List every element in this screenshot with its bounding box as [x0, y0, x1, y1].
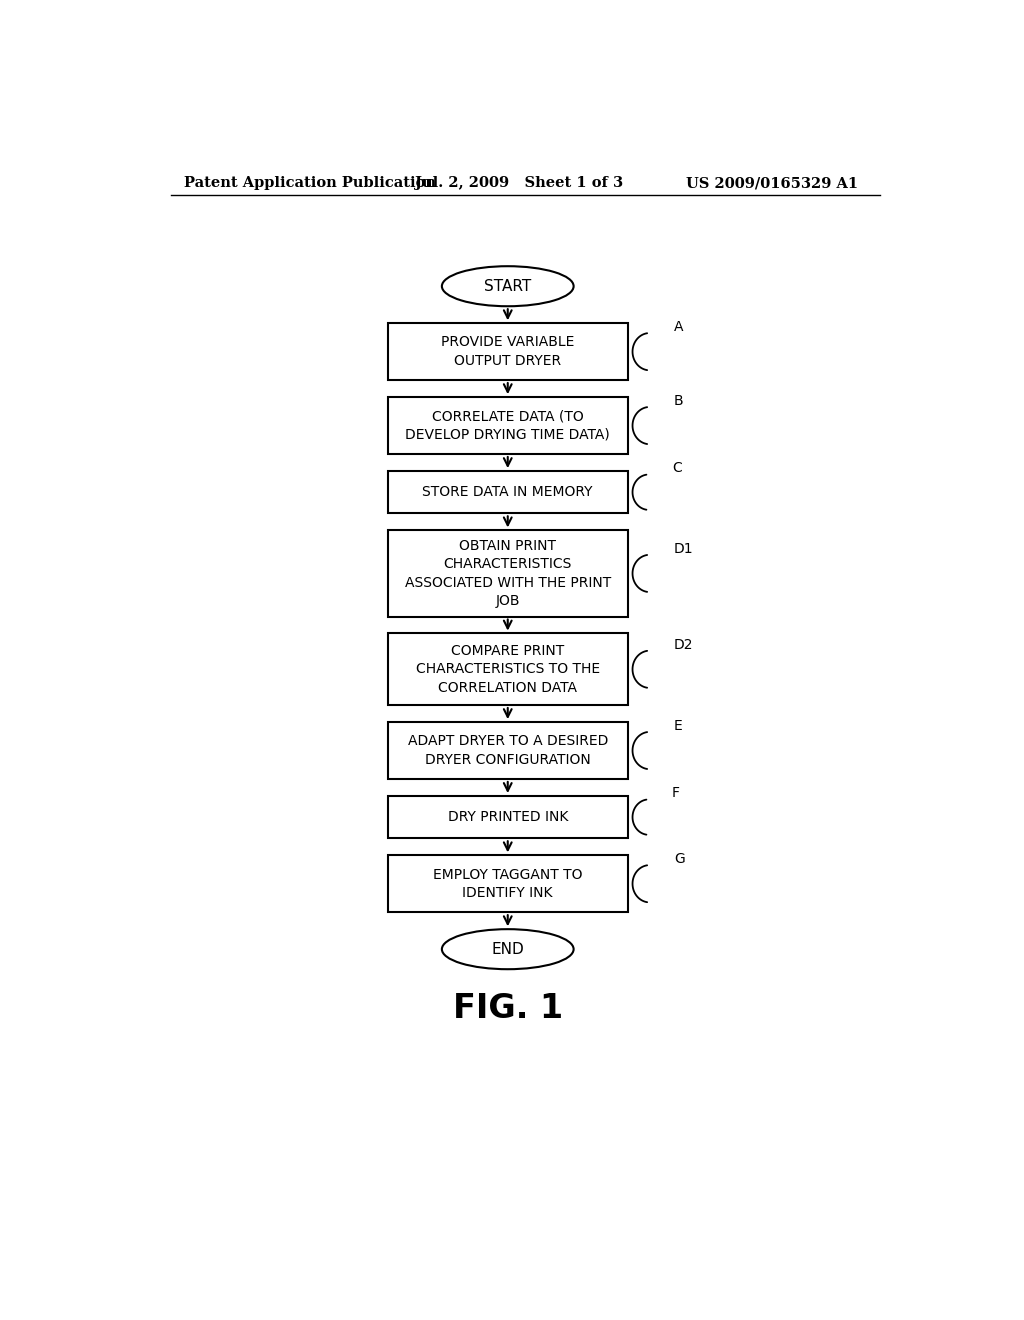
Bar	[388, 323, 628, 380]
Text: START: START	[484, 279, 531, 294]
Bar	[388, 531, 628, 616]
Bar	[388, 397, 628, 454]
Text: D2: D2	[674, 638, 693, 652]
Text: END: END	[492, 941, 524, 957]
Bar	[388, 471, 628, 513]
Ellipse shape	[442, 267, 573, 306]
Bar	[388, 855, 628, 912]
Text: STORE DATA IN MEMORY: STORE DATA IN MEMORY	[423, 486, 593, 499]
Ellipse shape	[442, 929, 573, 969]
Text: A: A	[674, 319, 683, 334]
Text: E: E	[674, 719, 683, 733]
Text: FIG. 1: FIG. 1	[453, 993, 563, 1026]
Bar	[388, 796, 628, 838]
Text: G: G	[674, 851, 685, 866]
Bar	[388, 634, 628, 705]
Text: US 2009/0165329 A1: US 2009/0165329 A1	[686, 176, 858, 190]
Text: ADAPT DRYER TO A DESIRED
DRYER CONFIGURATION: ADAPT DRYER TO A DESIRED DRYER CONFIGURA…	[408, 734, 608, 767]
Text: C: C	[672, 461, 682, 475]
Text: PROVIDE VARIABLE
OUTPUT DRYER: PROVIDE VARIABLE OUTPUT DRYER	[441, 335, 574, 368]
Text: F: F	[672, 787, 680, 800]
Text: DRY PRINTED INK: DRY PRINTED INK	[447, 810, 568, 824]
Text: D1: D1	[674, 541, 693, 556]
Text: CORRELATE DATA (TO
DEVELOP DRYING TIME DATA): CORRELATE DATA (TO DEVELOP DRYING TIME D…	[406, 409, 610, 442]
Text: OBTAIN PRINT
CHARACTERISTICS
ASSOCIATED WITH THE PRINT
JOB: OBTAIN PRINT CHARACTERISTICS ASSOCIATED …	[404, 539, 611, 609]
Text: Jul. 2, 2009   Sheet 1 of 3: Jul. 2, 2009 Sheet 1 of 3	[415, 176, 623, 190]
Text: EMPLOY TAGGANT TO
IDENTIFY INK: EMPLOY TAGGANT TO IDENTIFY INK	[433, 867, 583, 900]
Bar	[388, 722, 628, 779]
Text: B: B	[674, 393, 684, 408]
Text: COMPARE PRINT
CHARACTERISTICS TO THE
CORRELATION DATA: COMPARE PRINT CHARACTERISTICS TO THE COR…	[416, 644, 600, 694]
Text: Patent Application Publication: Patent Application Publication	[183, 176, 436, 190]
